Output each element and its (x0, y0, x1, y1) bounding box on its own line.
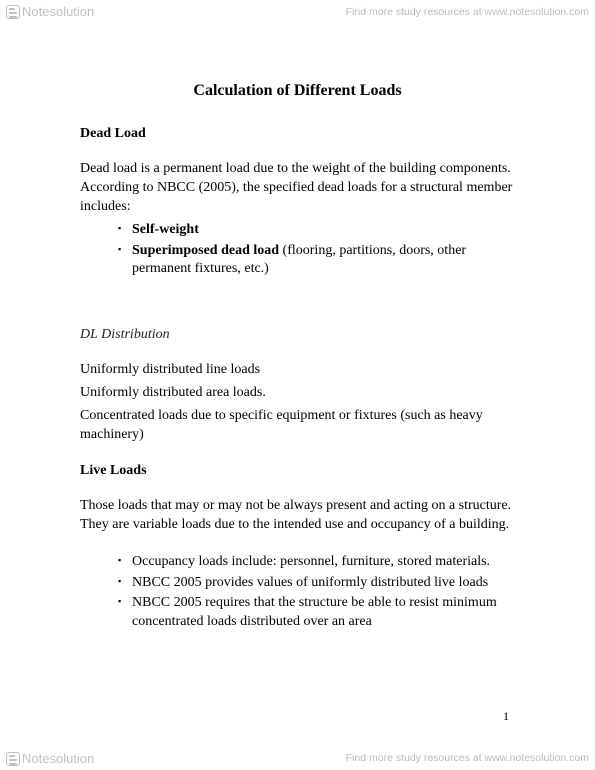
note-icon (6, 5, 20, 19)
dead-load-intro: Dead load is a permanent load due to the… (80, 160, 515, 217)
heading-live-loads: Live Loads (80, 463, 515, 479)
document-page: Calculation of Different Loads Dead Load… (0, 0, 595, 690)
heading-dead-load: Dead Load (80, 126, 515, 142)
dl-dist-line: Uniformly distributed line loads (80, 361, 515, 380)
resource-link-top: Find more study resources at www.notesol… (346, 6, 589, 18)
live-loads-intro: Those loads that may or may not be alway… (80, 497, 515, 535)
live-loads-bullets: Occupancy loads include: personnel, furn… (80, 553, 515, 633)
list-item: Superimposed dead load (flooring, partit… (118, 242, 515, 280)
list-item: Occupancy loads include: personnel, furn… (118, 553, 515, 572)
dl-dist-line: Concentrated loads due to specific equip… (80, 407, 515, 445)
list-item: NBCC 2005 requires that the structure be… (118, 594, 515, 632)
note-icon (6, 752, 20, 766)
heading-dl-distribution: DL Distribution (80, 327, 515, 343)
brand-watermark-top: Notesolution (6, 4, 94, 19)
brand-text: Notesolution (22, 4, 94, 19)
dead-load-bullets: Self-weight Superimposed dead load (floo… (80, 221, 515, 280)
brand-text: Notesolution (22, 751, 94, 766)
page-title: Calculation of Different Loads (80, 82, 515, 100)
brand-watermark-bottom: Notesolution (6, 751, 94, 766)
resource-link-bottom: Find more study resources at www.notesol… (346, 752, 589, 764)
list-item: NBCC 2005 provides values of uniformly d… (118, 574, 515, 593)
bullet-bold: Self-weight (132, 222, 199, 237)
dl-dist-line: Uniformly distributed area loads. (80, 384, 515, 403)
list-item: Self-weight (118, 221, 515, 240)
bullet-bold: Superimposed dead load (132, 243, 279, 258)
page-number: 1 (503, 709, 509, 724)
